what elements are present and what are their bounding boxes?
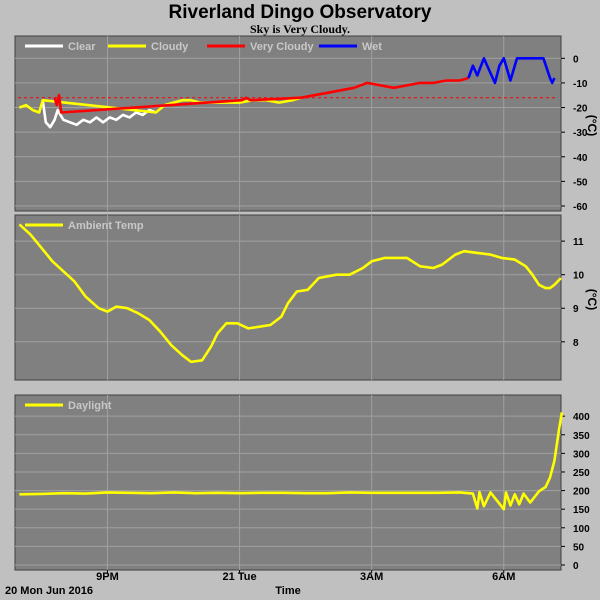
series-line-clear — [41, 100, 157, 129]
ambient-panel: 8 9 10 11 (°C) Ambient Temp — [14, 214, 599, 381]
y-tick-label: 200 — [573, 487, 590, 498]
series-line-wet — [467, 57, 556, 85]
y-tick-label: 400 — [573, 412, 590, 423]
y-tick-label: -60 — [573, 202, 588, 213]
page-title: Riverland Dingo Observatory — [169, 2, 432, 23]
x-tick-label: 3AM — [360, 571, 383, 583]
x-tick-label: 9PM — [96, 571, 119, 583]
x-axis: 9PM 21 Tue 3AM 6AM — [96, 570, 515, 583]
series-line-very-cloudy — [53, 76, 469, 114]
legend-label: Very Cloudy — [250, 41, 314, 53]
plot-area — [14, 394, 562, 571]
y-tick-label: 50 — [573, 542, 585, 553]
y-tick-label: 350 — [573, 431, 590, 442]
y-axis-unit: (°C) — [585, 289, 599, 310]
series-line-ambient-temp — [18, 223, 562, 364]
y-tick-label: 250 — [573, 468, 590, 479]
y-tick-label: -30 — [573, 128, 588, 139]
date-label: 20 Mon Jun 2016 — [5, 585, 93, 597]
series-line-daylight — [19, 412, 564, 511]
y-tick-label: -50 — [573, 177, 588, 188]
y-tick-label: -20 — [573, 104, 588, 115]
y-tick-label: -40 — [573, 153, 588, 164]
y-tick-label: 9 — [573, 304, 579, 315]
legend-label: Daylight — [68, 400, 112, 412]
y-tick-label: 100 — [573, 524, 590, 535]
sky-panel: 0 -10 -20 -30 -40 -50 -60 (°C) Clear Cloudy Very C… — [14, 35, 599, 213]
legend-label: Clear — [68, 41, 96, 53]
x-tick-label: 21 Tue — [223, 571, 257, 583]
plot-area — [14, 35, 562, 212]
plot-area — [14, 214, 562, 381]
y-tick-label: 150 — [573, 505, 590, 516]
daylight-panel: 0 50 100 150 200 250 300 350 400 Daylight — [14, 394, 590, 572]
y-axis-unit: (°C) — [585, 115, 599, 136]
page-subtitle: Sky is Very Cloudy. — [250, 22, 350, 36]
legend-label: Wet — [362, 41, 382, 53]
y-tick-label: 10 — [573, 271, 585, 282]
x-tick-label: 6AM — [492, 571, 515, 583]
y-tick-label: 11 — [573, 237, 584, 248]
legend-label: Cloudy — [151, 41, 189, 53]
legend-label: Ambient Temp — [68, 220, 144, 232]
y-tick-label: -10 — [573, 79, 588, 90]
x-axis-title: Time — [275, 585, 300, 597]
y-tick-label: 0 — [573, 561, 579, 572]
y-tick-label: 8 — [573, 338, 579, 349]
y-tick-label: 300 — [573, 449, 590, 460]
y-tick-label: 0 — [573, 54, 579, 65]
